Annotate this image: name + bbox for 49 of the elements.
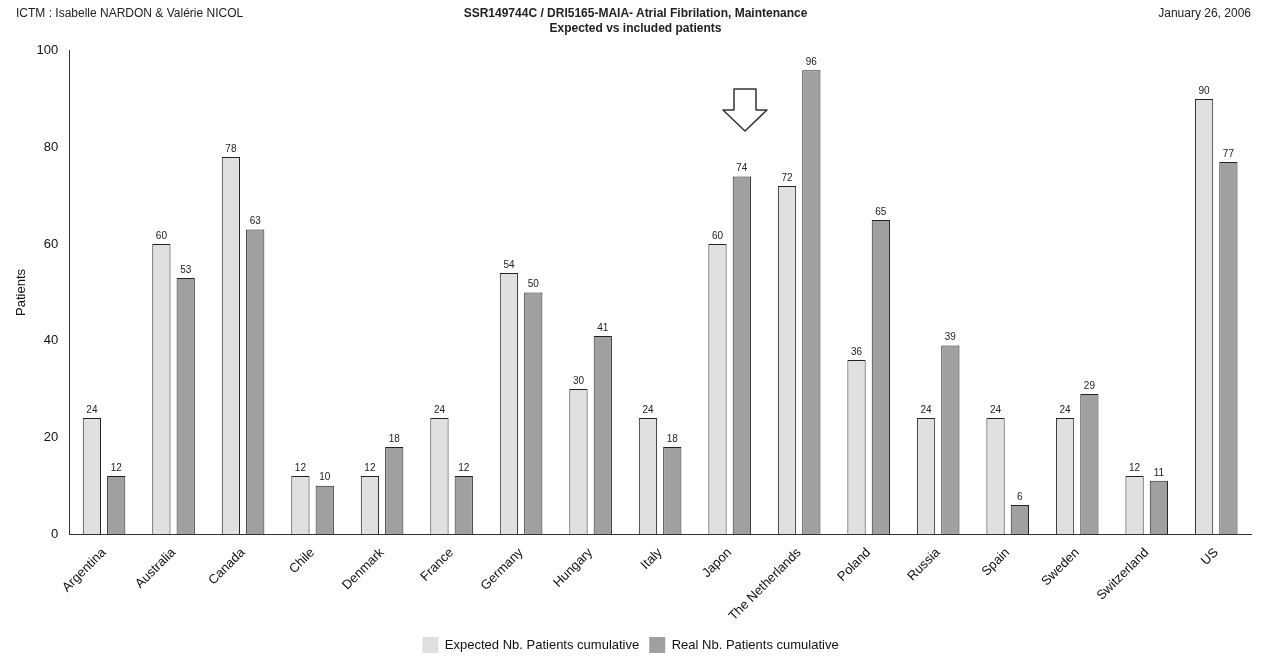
data-label: 6 [1017, 490, 1024, 502]
data-label: 50 [527, 278, 540, 290]
data-label: 39 [944, 331, 957, 343]
data-label: 90 [1198, 84, 1211, 96]
data-label: 60 [155, 229, 168, 241]
data-label: 12 [364, 461, 376, 473]
y-axis-title: Patients [13, 268, 29, 316]
data-label: 12 [294, 461, 307, 473]
x-tick-label: Italy [637, 544, 666, 573]
data-label: 30 [572, 374, 585, 386]
data-label: 53 [180, 263, 192, 275]
data-label: 54 [503, 258, 515, 270]
data-label: 24 [433, 403, 446, 415]
data-label: 12 [458, 461, 470, 473]
data-label: 63 [249, 215, 262, 227]
chart-title: SSR149744C / DRI5165-MAIA- Atrial Fibrilation, Maintenance [463, 6, 808, 20]
data-label: 12 [1129, 461, 1141, 473]
y-tick-label: 0 [51, 525, 59, 541]
data-label: 12 [110, 461, 123, 473]
text: January 26, 2006 [1158, 6, 1251, 20]
data-label: 72 [781, 171, 793, 183]
data-label: 29 [1083, 379, 1096, 391]
data-label: 74 [736, 162, 748, 174]
y-tick-label: 40 [43, 332, 59, 348]
data-label: 10 [319, 471, 331, 483]
y-tick-label: 80 [43, 139, 59, 155]
legend-label: Real Nb. Patients cumulative [671, 636, 839, 652]
data-label: 96 [805, 55, 818, 67]
text: ICTM : Isabelle NARDON & Valérie NICOL [16, 6, 244, 20]
y-tick-label: 60 [43, 235, 59, 251]
chart-subtitle: Expected vs included patients [548, 21, 723, 36]
data-label: 11 [1153, 466, 1165, 478]
data-label: 24 [1059, 403, 1072, 415]
data-label: 18 [388, 432, 401, 444]
data-label: 78 [225, 142, 237, 154]
legend-label: Expected Nb. Patients cumulative [444, 636, 640, 652]
data-label: 18 [666, 432, 679, 444]
data-label: 77 [1222, 147, 1235, 159]
data-label: 24 [86, 403, 98, 415]
data-label: 24 [642, 403, 654, 415]
data-label: 41 [597, 321, 609, 333]
y-tick-label: 20 [43, 428, 59, 444]
data-label: 24 [920, 403, 933, 415]
data-label: 65 [875, 205, 887, 217]
y-tick-label: 100 [36, 42, 59, 58]
data-label: 60 [711, 229, 724, 241]
data-label: 24 [989, 403, 1002, 415]
x-tick-label: US [1197, 544, 1222, 568]
data-label: 36 [850, 345, 863, 357]
